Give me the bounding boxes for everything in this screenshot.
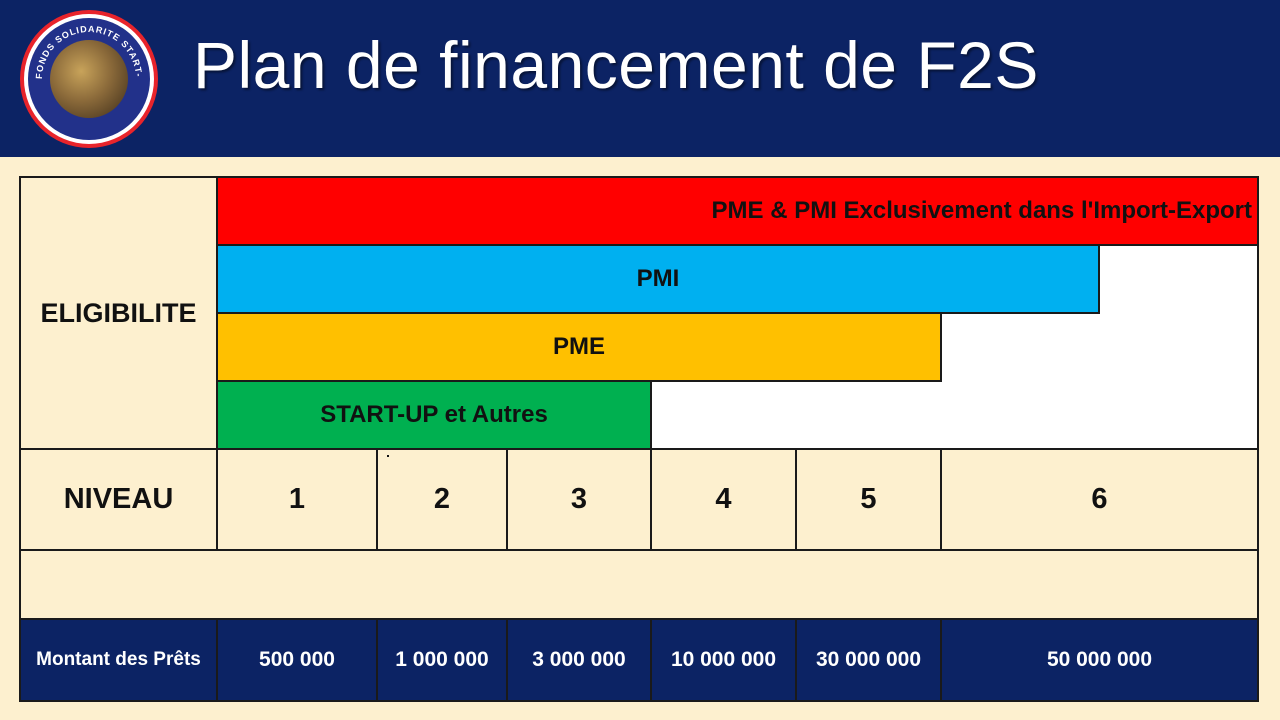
- stray-mark: [387, 455, 389, 457]
- table-border: [1257, 176, 1259, 450]
- level-cell: 3: [506, 448, 652, 551]
- svg-text:FONDS SOLIDARITE START-UP: FONDS SOLIDARITE START-UP: [20, 10, 144, 79]
- amount-cell: 30 000 000: [795, 618, 942, 702]
- eligibility-bar-label: START-UP et Autres: [320, 401, 548, 428]
- amount-label-cell: Montant des Prêts: [19, 618, 218, 702]
- amount-value: 50 000 000: [1046, 648, 1153, 671]
- level-value: 3: [570, 483, 588, 515]
- eligibility-bar-label: PME & PMI Exclusivement dans l'Import-Ex…: [711, 197, 1252, 224]
- amount-cell: 1 000 000: [376, 618, 508, 702]
- level-value: 2: [433, 483, 451, 515]
- eligibility-label-cell: ELIGIBILITE: [19, 176, 218, 450]
- level-label: NIVEAU: [63, 483, 174, 515]
- amount-cell: 10 000 000: [650, 618, 797, 702]
- level-cell: 2: [376, 448, 508, 551]
- eligibility-bar-pme-pmi-import-export: PME & PMI Exclusivement dans l'Import-Ex…: [216, 176, 1259, 246]
- amount-value: 3 000 000: [532, 648, 626, 671]
- eligibility-bar-start-up: START-UP et Autres: [216, 380, 652, 450]
- page-title: Plan de financement de F2S: [193, 28, 1039, 102]
- level-value: 4: [715, 483, 732, 515]
- eligibility-bar-label: PME: [552, 333, 605, 360]
- level-value: 5: [860, 483, 877, 515]
- level-cell: 5: [795, 448, 942, 551]
- amount-value: 1 000 000: [395, 648, 489, 671]
- level-cell: 6: [940, 448, 1259, 551]
- level-value: 1: [288, 483, 306, 515]
- level-label-cell: NIVEAU: [19, 448, 218, 551]
- empty-cell: [1098, 244, 1259, 313]
- level-cell: 4: [650, 448, 797, 551]
- amount-value: 10 000 000: [670, 648, 777, 671]
- fonds-solidarite-logo: FONDS SOLIDARITE START-UP: [20, 10, 158, 148]
- eligibility-label: ELIGIBILITE: [40, 297, 197, 328]
- eligibility-bar-pme: PME: [216, 312, 942, 382]
- amount-label: Montant des Prêts: [36, 649, 201, 670]
- level-cell: 1: [216, 448, 378, 551]
- amount-cell: 50 000 000: [940, 618, 1259, 702]
- spacer-row: [19, 549, 1259, 620]
- logo-circular-text: FONDS SOLIDARITE START-UP: [20, 10, 144, 79]
- amount-value: 500 000: [259, 648, 335, 671]
- slide-header: FONDS SOLIDARITE START-UP Plan de financ…: [0, 0, 1280, 157]
- logo-portrait: [50, 40, 128, 118]
- eligibility-bar-pmi: PMI: [216, 244, 1100, 314]
- amount-cell: 500 000: [216, 618, 378, 702]
- level-value: 6: [1091, 483, 1108, 515]
- eligibility-bar-label: PMI: [636, 265, 680, 292]
- empty-cell: [650, 380, 1259, 450]
- amount-value: 30 000 000: [815, 648, 922, 671]
- empty-cell: [940, 312, 1259, 381]
- amount-cell: 3 000 000: [506, 618, 652, 702]
